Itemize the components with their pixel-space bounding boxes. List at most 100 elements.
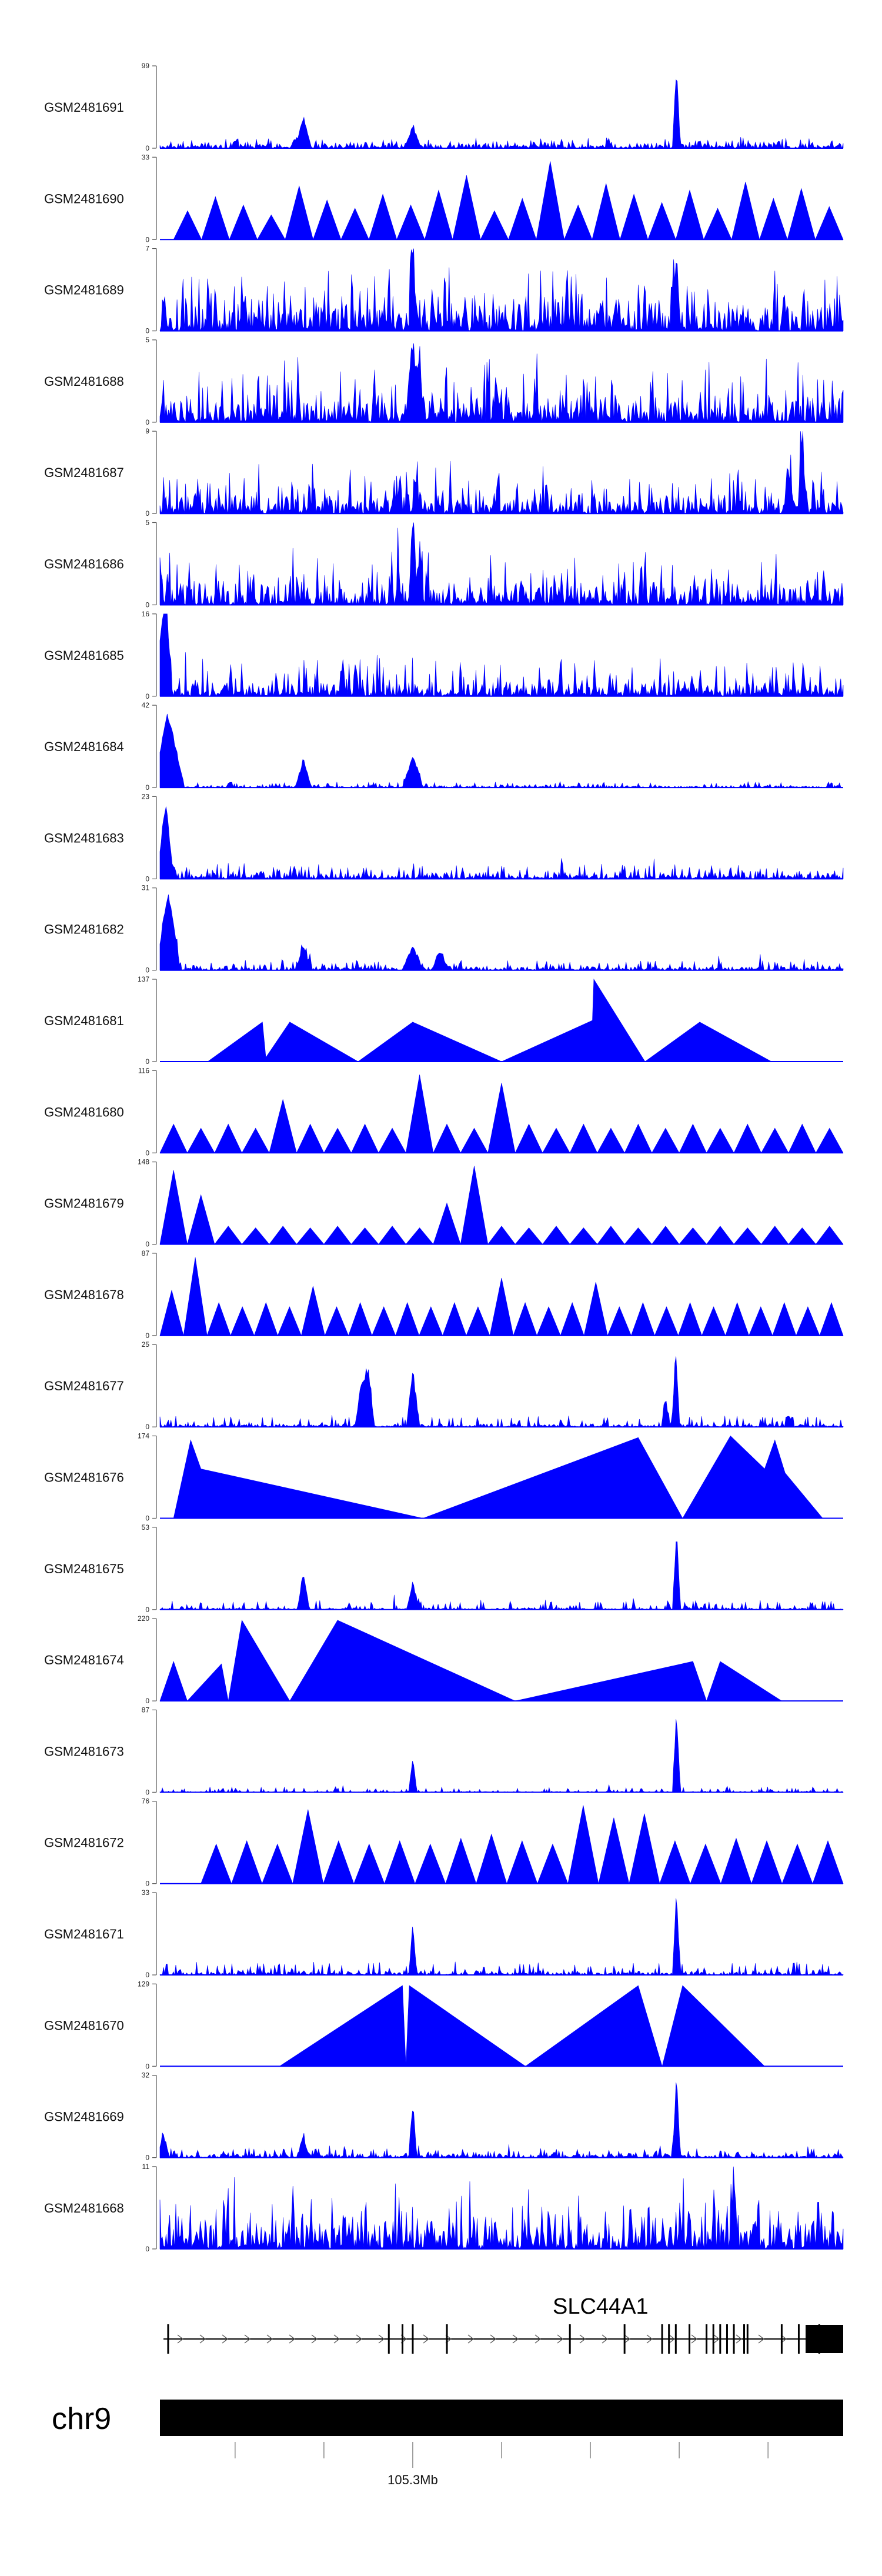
y-max-label: 87 (142, 1249, 150, 1257)
signal-area-GSM2481668 (159, 2166, 844, 2250)
y-max-label: 129 (138, 1980, 149, 1988)
signal-area-GSM2481679 (159, 1166, 844, 1245)
genomic-position-label: 105.3Mb (387, 2472, 438, 2487)
track-GSM2481688: GSM2481688 5 0 (44, 336, 844, 426)
y-max-label: 137 (138, 975, 149, 983)
y-max-label: 220 (138, 1614, 149, 1623)
y-max-label: 9 (145, 427, 149, 435)
gene-exon (712, 2324, 714, 2354)
strand-arrows (177, 2334, 787, 2344)
y-max-label: 32 (142, 2071, 150, 2080)
y-min-label: 0 (145, 418, 149, 426)
track-label: GSM2481689 (44, 283, 124, 298)
signal-area-GSM2481678 (159, 1257, 844, 1337)
chromosome-label: chr9 (52, 2402, 111, 2436)
track-GSM2481674: GSM2481674 220 0 (44, 1614, 843, 1705)
gene-exon (797, 2324, 800, 2354)
signal-tracks: GSM2481691990GSM2481690330GSM248168970GS… (44, 62, 844, 2253)
y-min-label: 0 (145, 1606, 149, 1614)
signal-area-GSM2481683 (159, 806, 844, 880)
y-min-label: 0 (145, 875, 149, 883)
gene-annotation-track: SLC44A1 (163, 2294, 843, 2354)
track-label: GSM2481686 (44, 557, 124, 572)
track-GSM2481691: GSM2481691 99 0 (44, 62, 844, 152)
track-GSM2481680: GSM2481680 116 0 (44, 1066, 844, 1157)
track-label: GSM2481683 (44, 830, 124, 845)
y-min-label: 0 (145, 966, 149, 975)
gene-exon (674, 2324, 677, 2354)
y-max-label: 87 (142, 1706, 150, 1714)
signal-area-GSM2481680 (159, 1075, 844, 1154)
track-GSM2481675: GSM2481675 53 0 (44, 1523, 844, 1614)
y-min-label: 0 (145, 1880, 149, 1888)
gene-exon (446, 2324, 448, 2354)
track-label: GSM2481680 (44, 1105, 124, 1119)
track-label: GSM2481671 (44, 1927, 124, 1941)
track-label: GSM2481691 (44, 100, 124, 115)
track-GSM2481678: GSM2481678 87 0 (44, 1249, 844, 1340)
y-min-label: 0 (145, 327, 149, 335)
gene-exon (719, 2324, 721, 2354)
track-label: GSM2481682 (44, 922, 124, 937)
y-min-label: 0 (145, 2154, 149, 2162)
y-max-label: 116 (138, 1066, 149, 1075)
y-min-label: 0 (145, 509, 149, 518)
track-GSM2481668: GSM2481668 11 0 (44, 2163, 844, 2253)
gene-exon (623, 2324, 626, 2354)
y-min-label: 0 (145, 2062, 149, 2070)
strand-arrow (289, 2334, 296, 2344)
y-max-label: 174 (138, 1432, 149, 1440)
gene-exon (743, 2324, 746, 2354)
track-label: GSM2481673 (44, 1744, 124, 1759)
track-label: GSM2481670 (44, 2018, 124, 2033)
track-label: GSM2481679 (44, 1196, 124, 1211)
y-max-label: 5 (145, 336, 149, 344)
track-label: GSM2481674 (44, 1653, 124, 1667)
y-max-label: 11 (142, 2163, 150, 2171)
strand-arrow (534, 2334, 542, 2344)
gene-utr-block (806, 2325, 843, 2353)
strand-arrow (669, 2334, 676, 2344)
signal-area-GSM2481691 (159, 79, 844, 149)
genomic-ruler (235, 2442, 769, 2468)
track-GSM2481681: GSM2481681 137 0 (44, 975, 843, 1066)
gene-exon (569, 2324, 571, 2354)
gene-exon (167, 2324, 169, 2354)
y-min-label: 0 (145, 1332, 149, 1340)
track-GSM2481672: GSM2481672 76 0 (44, 1797, 844, 1888)
track-label: GSM2481677 (44, 1379, 124, 1393)
chromosome-ideogram-bar (160, 2400, 843, 2436)
track-GSM2481676: GSM2481676 174 0 (44, 1432, 843, 1523)
y-max-label: 23 (142, 792, 150, 800)
track-label: GSM2481675 (44, 1561, 124, 1576)
signal-area-GSM2481687 (159, 431, 844, 515)
track-label: GSM2481669 (44, 2110, 124, 2124)
y-min-label: 0 (145, 1057, 149, 1066)
strand-arrow (222, 2334, 229, 2344)
strand-arrow (691, 2334, 698, 2344)
signal-area-GSM2481682 (159, 894, 844, 971)
track-label: GSM2481688 (44, 374, 124, 389)
gene-exon (733, 2324, 735, 2354)
track-GSM2481679: GSM2481679 148 0 (44, 1158, 844, 1249)
strand-arrow (266, 2334, 273, 2344)
gene-exon (780, 2324, 783, 2354)
strand-arrow (557, 2334, 564, 2344)
y-min-label: 0 (145, 2245, 149, 2253)
gene-exon (402, 2324, 404, 2354)
strand-arrow (333, 2334, 340, 2344)
strand-arrow (512, 2334, 519, 2344)
track-label: GSM2481684 (44, 739, 124, 754)
strand-arrow (624, 2334, 631, 2344)
y-min-label: 0 (145, 1514, 149, 1523)
track-GSM2481686: GSM2481686 5 0 (44, 519, 844, 609)
y-min-label: 0 (145, 1971, 149, 1979)
gene-exon (706, 2324, 708, 2354)
y-max-label: 31 (142, 884, 150, 892)
gene-name-label: SLC44A1 (553, 2294, 649, 2319)
y-min-label: 0 (145, 235, 149, 243)
signal-area-GSM2481686 (159, 522, 844, 606)
track-GSM2481690: GSM2481690 33 0 (44, 153, 844, 243)
gene-exon (668, 2324, 670, 2354)
